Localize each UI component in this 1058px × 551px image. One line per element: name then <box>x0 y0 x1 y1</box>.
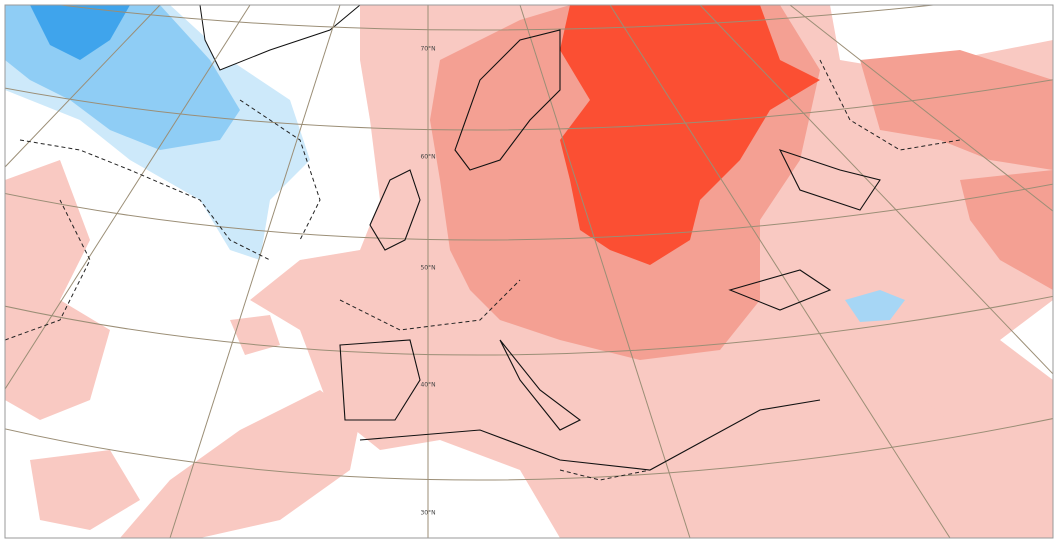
latitude-label: 70°N <box>420 46 435 53</box>
dashed-contours <box>5 59 961 481</box>
map-field: 70°N 60°N 50°N 40°N 30°N <box>5 5 1053 538</box>
latitude-label: 40°N <box>420 382 435 389</box>
latitude-label: 50°N <box>420 265 435 272</box>
coastlines <box>339 29 881 471</box>
latitude-label: 60°N <box>420 154 435 161</box>
map-frame <box>4 4 1054 539</box>
strong-warm-anomaly <box>560 5 820 265</box>
strong-cold-anomaly <box>30 5 130 60</box>
small-cold-anomaly <box>845 290 905 322</box>
graticule <box>5 5 1053 538</box>
latitude-label: 30°N <box>420 510 435 517</box>
